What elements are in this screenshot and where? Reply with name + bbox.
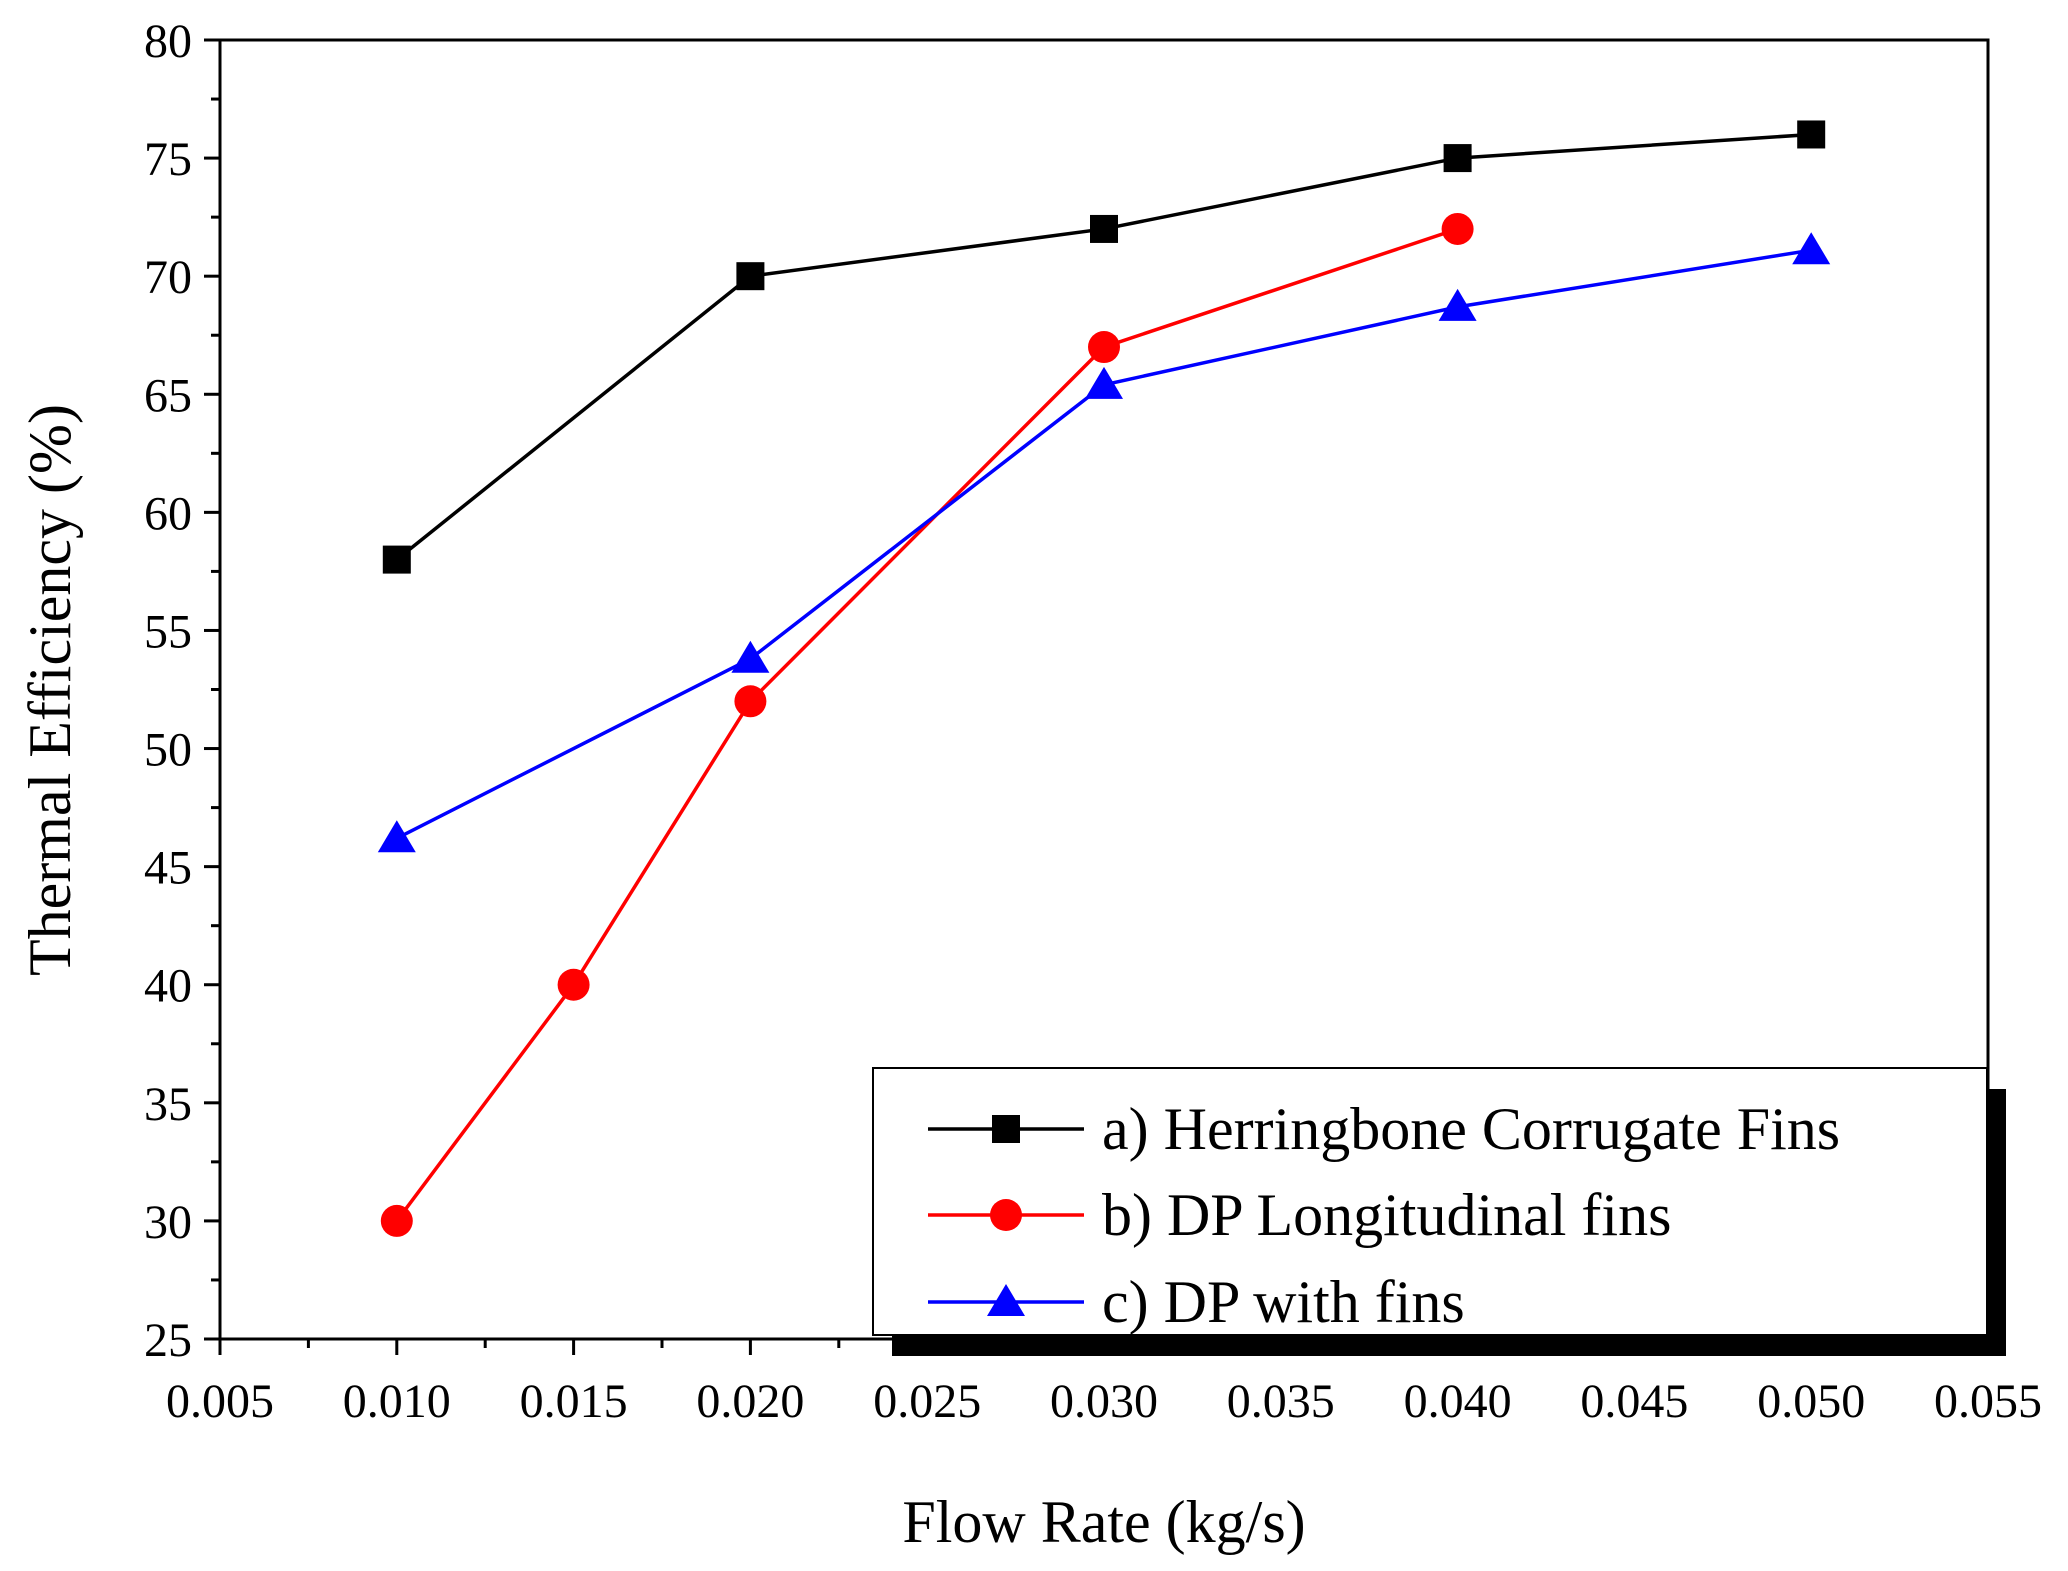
x-tick-label: 0.015 bbox=[520, 1375, 628, 1428]
legend: a) Herringbone Corrugate Fins b) DP Longi… bbox=[872, 1067, 2006, 1356]
legend-entry-2: b) DP Longitudinal fins bbox=[928, 1182, 1671, 1248]
y-tick-label: 65 bbox=[144, 369, 192, 422]
y-axis-ticks: 25 30 35 40 45 50 55 60 65 70 75 80 bbox=[144, 15, 220, 1367]
data-point bbox=[1088, 331, 1120, 364]
data-point bbox=[1085, 366, 1123, 399]
data-point bbox=[1441, 212, 1474, 245]
data-point bbox=[731, 640, 770, 673]
legend-entry-3: c) DP with fins bbox=[928, 1269, 1465, 1335]
y-tick-label: 45 bbox=[144, 842, 192, 895]
series-2 bbox=[380, 212, 1474, 1237]
x-tick-label: 0.005 bbox=[166, 1375, 274, 1428]
data-point bbox=[736, 262, 765, 291]
legend-marker bbox=[992, 1115, 1020, 1143]
data-point bbox=[1090, 214, 1118, 243]
y-tick-label: 80 bbox=[144, 15, 192, 68]
y-tick-label: 75 bbox=[144, 133, 192, 186]
y-tick-label: 50 bbox=[144, 724, 192, 777]
x-tick-label: 0.035 bbox=[1227, 1375, 1335, 1428]
x-tick-label: 0.055 bbox=[1934, 1375, 2042, 1428]
data-point bbox=[382, 545, 411, 574]
y-tick-label: 30 bbox=[144, 1196, 192, 1249]
legend-label: b) DP Longitudinal fins bbox=[1102, 1182, 1671, 1248]
series-layer bbox=[377, 120, 1831, 1237]
y-tick-label: 40 bbox=[144, 960, 192, 1013]
x-axis-ticks: 0.005 0.010 0.015 0.020 0.025 0.030 0.035 0.040… bbox=[166, 1339, 2042, 1428]
y-tick-label: 60 bbox=[144, 487, 192, 540]
data-point bbox=[1797, 120, 1826, 149]
y-tick-label: 25 bbox=[144, 1314, 192, 1367]
x-tick-label: 0.025 bbox=[873, 1375, 981, 1428]
x-tick-label: 0.030 bbox=[1050, 1375, 1158, 1428]
data-point bbox=[1443, 144, 1472, 173]
data-point bbox=[557, 968, 590, 1001]
series-1 bbox=[382, 120, 1826, 574]
x-tick-label: 0.050 bbox=[1757, 1375, 1865, 1428]
y-tick-label: 70 bbox=[144, 251, 192, 304]
legend-marker bbox=[987, 1284, 1025, 1316]
legend-entry-1: a) Herringbone Corrugate Fins bbox=[928, 1096, 1840, 1162]
y-axis-title: Thermal Efficiency (%) bbox=[17, 404, 83, 976]
data-point bbox=[1792, 232, 1831, 265]
legend-box bbox=[872, 1067, 1988, 1336]
legend-label: a) Herringbone Corrugate Fins bbox=[1102, 1096, 1840, 1162]
x-tick-label: 0.010 bbox=[343, 1375, 451, 1428]
legend-label: c) DP with fins bbox=[1102, 1269, 1465, 1335]
y-tick-label: 35 bbox=[144, 1078, 192, 1131]
x-tick-label: 0.040 bbox=[1404, 1375, 1512, 1428]
data-point bbox=[380, 1204, 413, 1237]
legend-marker bbox=[990, 1199, 1022, 1231]
data-point bbox=[734, 685, 767, 718]
series-3 bbox=[377, 232, 1831, 853]
x-tick-label: 0.045 bbox=[1580, 1375, 1688, 1428]
data-point bbox=[1438, 288, 1477, 321]
x-axis-title: Flow Rate (kg/s) bbox=[902, 1489, 1305, 1555]
y-tick-label: 55 bbox=[144, 605, 192, 658]
data-point bbox=[377, 820, 416, 853]
x-tick-label: 0.020 bbox=[696, 1375, 804, 1428]
